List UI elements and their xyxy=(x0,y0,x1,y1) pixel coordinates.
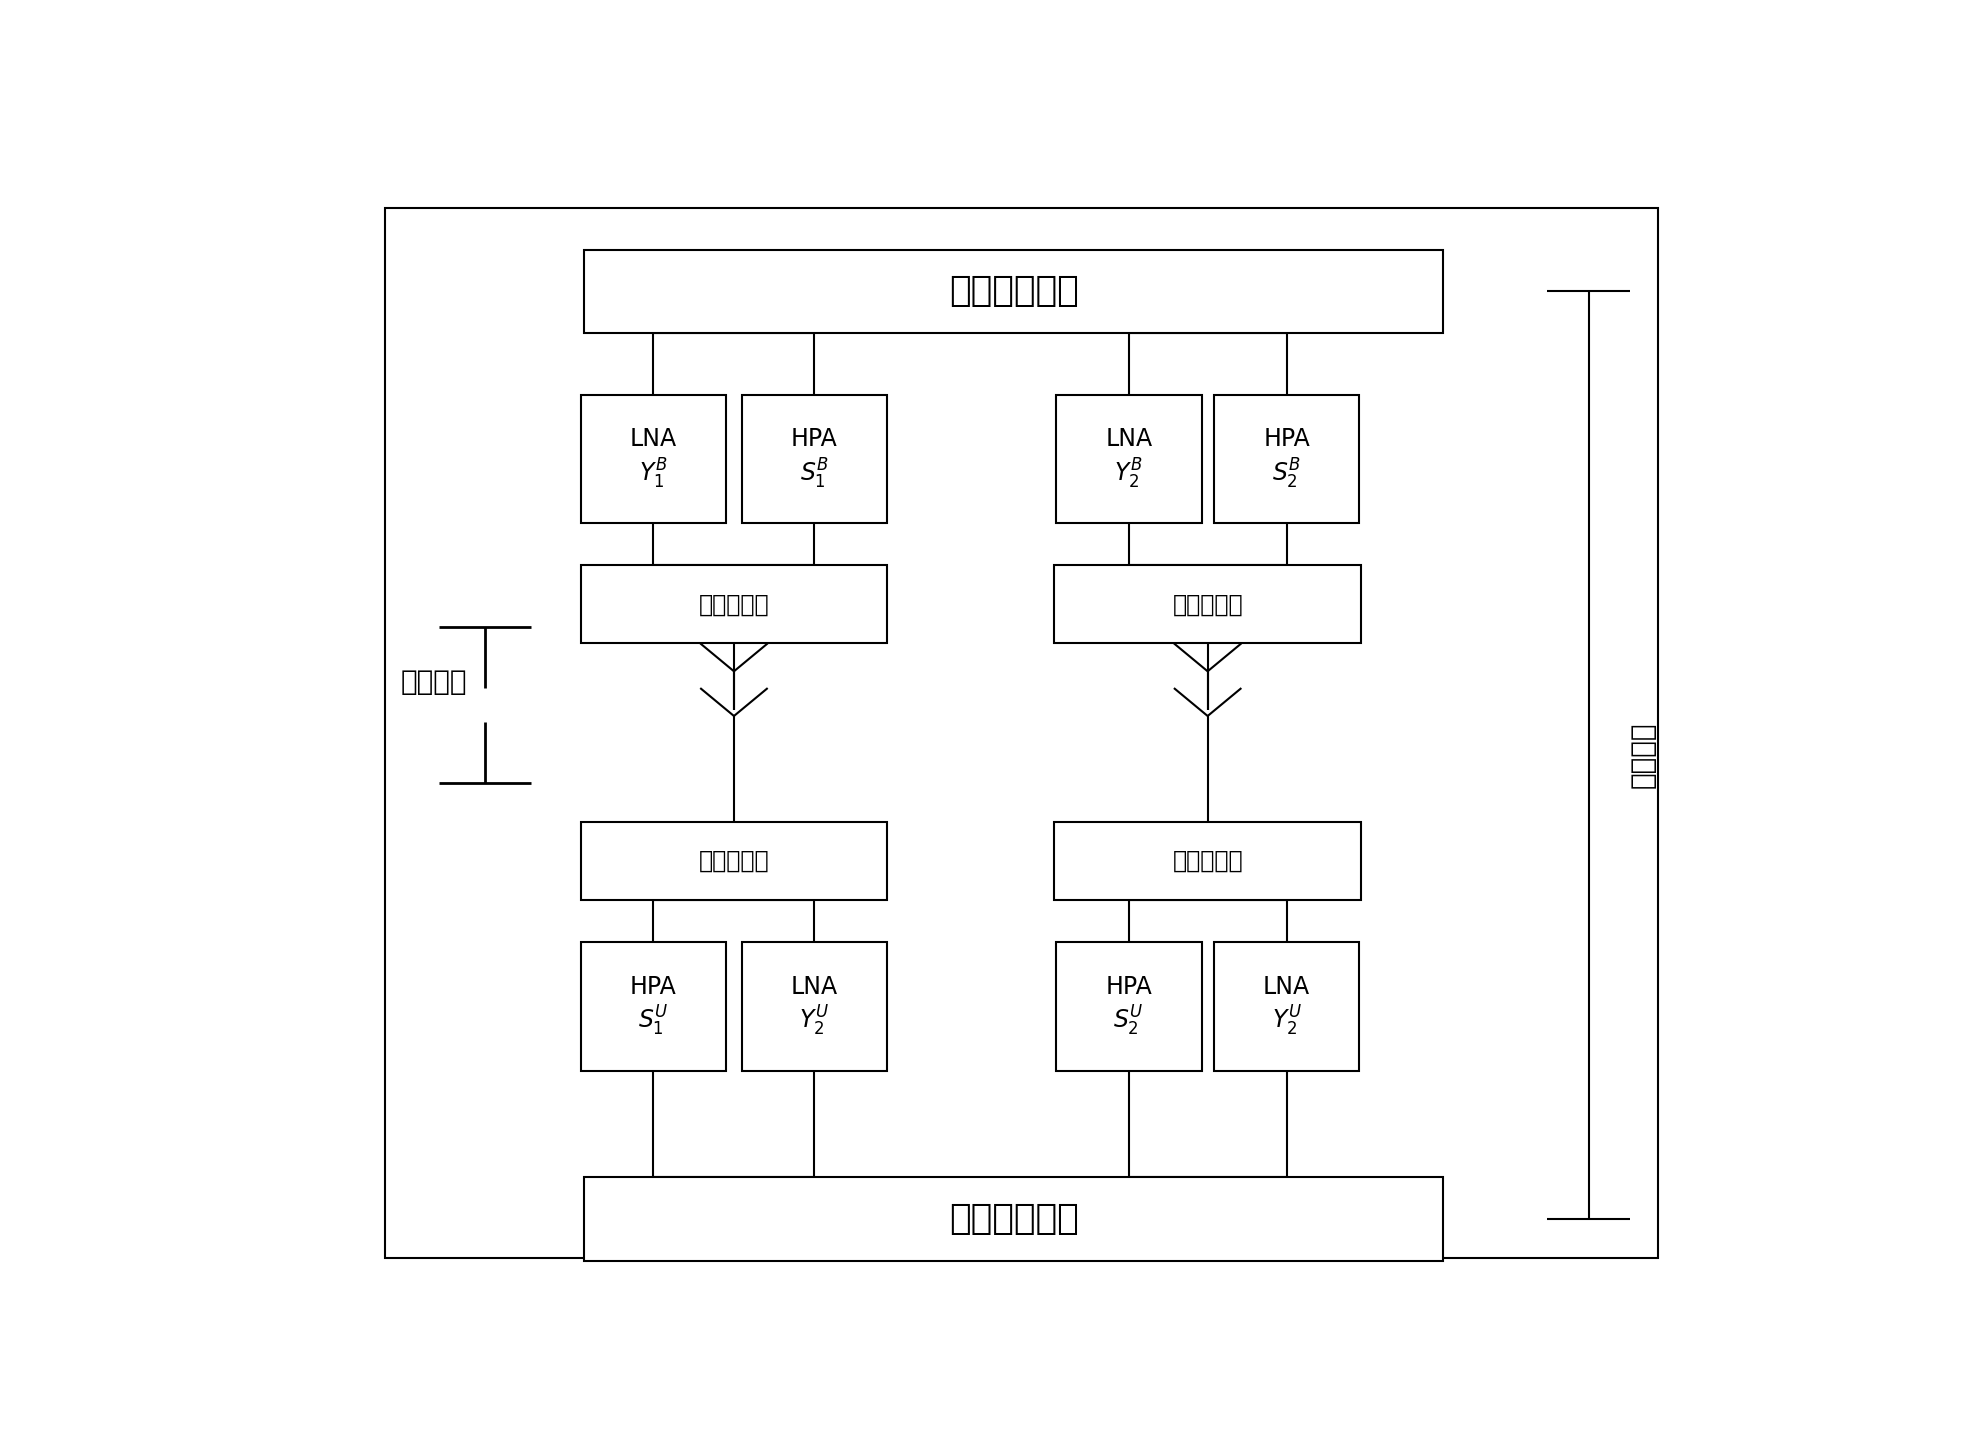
Text: 等效信道: 等效信道 xyxy=(1628,721,1656,788)
Text: LNA
$Y_2^B$: LNA $Y_2^B$ xyxy=(1106,428,1153,490)
Bar xyxy=(386,207,1658,1258)
Text: 收发转换器: 收发转换器 xyxy=(698,849,769,874)
Bar xyxy=(1214,942,1359,1071)
Bar xyxy=(582,395,726,524)
Bar xyxy=(585,250,1444,334)
Text: LNA
$Y_2^U$: LNA $Y_2^U$ xyxy=(1264,975,1309,1037)
Text: 收发转换器: 收发转换器 xyxy=(1173,592,1242,617)
Text: HPA
$S_2^B$: HPA $S_2^B$ xyxy=(1264,428,1309,490)
Text: 基站基带处理: 基站基带处理 xyxy=(949,274,1078,309)
Text: HPA
$S_1^U$: HPA $S_1^U$ xyxy=(631,975,676,1037)
Bar xyxy=(585,1177,1444,1261)
Text: LNA
$Y_2^U$: LNA $Y_2^U$ xyxy=(791,975,839,1037)
Bar xyxy=(1054,823,1361,900)
Bar xyxy=(1054,564,1361,643)
Bar xyxy=(742,395,888,524)
Bar xyxy=(582,823,888,900)
Text: 用户基带处理: 用户基带处理 xyxy=(949,1201,1078,1236)
Bar xyxy=(1056,942,1201,1071)
Bar xyxy=(742,942,888,1071)
Bar xyxy=(582,942,726,1071)
Text: HPA
$S_1^B$: HPA $S_1^B$ xyxy=(791,428,839,490)
Text: LNA
$Y_1^B$: LNA $Y_1^B$ xyxy=(629,428,676,490)
Text: HPA
$S_2^U$: HPA $S_2^U$ xyxy=(1106,975,1151,1037)
Bar xyxy=(582,564,888,643)
Text: 收发转换器: 收发转换器 xyxy=(698,592,769,617)
Text: 空间信道: 空间信道 xyxy=(400,669,467,696)
Text: 收发转换器: 收发转换器 xyxy=(1173,849,1242,874)
Bar xyxy=(1214,395,1359,524)
Bar xyxy=(1056,395,1201,524)
